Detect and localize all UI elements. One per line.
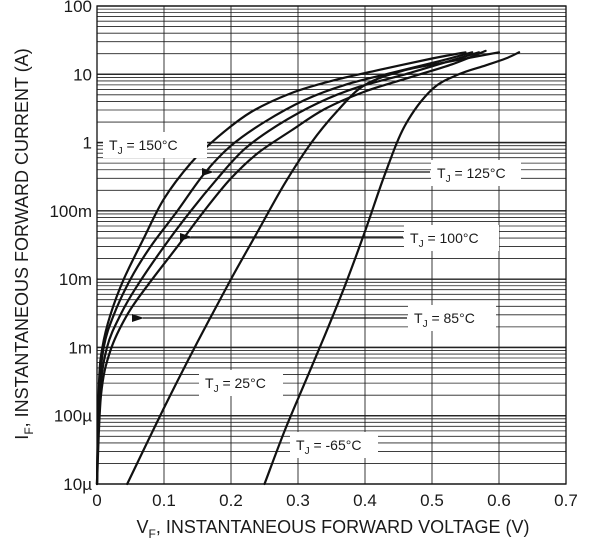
tj-label-5: TJ = -65°C — [290, 432, 378, 458]
series-line-0 — [95, 51, 467, 486]
tj-label-bg — [199, 370, 283, 396]
x-tick-label: 0.7 — [554, 491, 578, 510]
series-curves — [95, 49, 521, 486]
x-tick-label: 0 — [92, 491, 101, 510]
y-tick-label: 10m — [59, 270, 92, 289]
y-axis-title: IF, INSTANTANEOUS FORWARD CURRENT (A) — [12, 48, 36, 439]
tj-label-4: TJ = 25°C — [199, 370, 283, 396]
tj-label-bg — [431, 160, 521, 186]
y-tick-label: 100m — [49, 202, 92, 221]
tj-label-bg — [103, 132, 207, 158]
y-tick-label: 100µ — [54, 407, 92, 426]
x-tick-label: 0.2 — [219, 491, 243, 510]
y-tick-label: 10µ — [63, 475, 92, 494]
annotation-arrows — [132, 168, 430, 322]
tj-label-bg — [408, 305, 496, 331]
tj-label-bg — [290, 432, 378, 458]
tj-label-1: TJ = 125°C — [431, 160, 521, 186]
y-tick-label: 100 — [64, 0, 92, 16]
tj-label-0: TJ = 150°C — [103, 132, 207, 158]
tj-label-text: TJ = 125°C — [437, 165, 506, 185]
series-line-5 — [263, 51, 521, 486]
tj-label-2: TJ = 100°C — [404, 225, 499, 251]
plot-frame — [96, 5, 567, 485]
y-tick-labels: 100 10 1 100m 10m 1m 100µ 10µ — [49, 0, 92, 494]
x-tick-label: 0.6 — [487, 491, 511, 510]
tj-label-text: TJ = 85°C — [414, 310, 475, 330]
tj-label-3: TJ = 85°C — [408, 305, 496, 331]
x-axis-title: VF, INSTANTANEOUS FORWARD VOLTAGE (V) — [136, 517, 529, 541]
series-line-2 — [95, 51, 480, 486]
tj-label-text: TJ = 150°C — [109, 137, 178, 157]
x-tick-label: 0.4 — [353, 491, 377, 510]
tj-label-text: TJ = 100°C — [410, 230, 479, 250]
x-tick-label: 0.5 — [420, 491, 444, 510]
y-tick-label: 1 — [83, 134, 92, 153]
series-line-4 — [126, 51, 501, 486]
y-tick-label: 10 — [73, 65, 92, 84]
series-line-3 — [95, 49, 487, 486]
y-tick-label: 1m — [68, 338, 92, 357]
tj-label-text: TJ = -65°C — [296, 437, 361, 457]
x-tick-labels: 0 0.1 0.2 0.3 0.4 0.5 0.6 0.7 — [92, 491, 578, 510]
tj-label-text: TJ = 25°C — [205, 375, 266, 395]
tj-label-bg — [404, 225, 499, 251]
annotation-labels: TJ = 150°C TJ = 125°C TJ = 100°C TJ = 85°C T… — [103, 132, 521, 458]
x-tick-label: 0.1 — [152, 491, 176, 510]
x-tick-label: 0.3 — [286, 491, 310, 510]
